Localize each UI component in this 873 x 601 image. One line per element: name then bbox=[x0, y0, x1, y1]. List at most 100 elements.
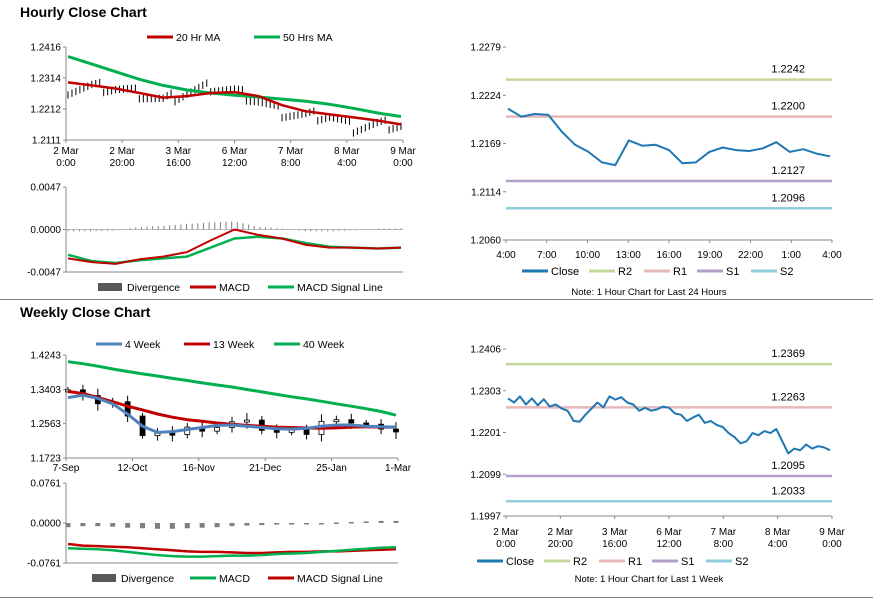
hourly-levels-ytick-label: 1.2060 bbox=[470, 236, 501, 247]
weekly-levels-ytick-label: 1.2099 bbox=[470, 470, 501, 481]
hourly-price-50hr-legend-label: 50 Hrs MA bbox=[283, 32, 333, 44]
weekly-price-candle-body bbox=[244, 419, 250, 423]
weekly-price-4wk-legend-label: 4 Week bbox=[125, 339, 161, 351]
weekly-levels-r1-level-label: 1.2263 bbox=[771, 391, 805, 403]
hourly-levels-xtick-label: 7:00 bbox=[537, 250, 557, 261]
weekly-price-candle-body bbox=[124, 401, 131, 417]
hourly-price-xtick-label: 6 Mar bbox=[222, 146, 248, 157]
weekly-macd-signal-legend-label: MACD Signal Line bbox=[297, 573, 383, 585]
weekly-macd-divergence-bar bbox=[214, 523, 220, 528]
weekly-price-40wk-legend-label: 40 Week bbox=[303, 339, 345, 351]
weekly-price-13wk-line bbox=[67, 390, 396, 430]
hourly-section-title: Hourly Close Chart bbox=[20, 4, 147, 20]
hourly-price-ytick-label: 1.2314 bbox=[30, 74, 61, 85]
weekly-levels-close-line bbox=[507, 395, 831, 455]
hourly-price-xtick-label: 3 Mar bbox=[166, 146, 192, 157]
hourly-price-xtick-label: 12:00 bbox=[222, 158, 247, 169]
hourly-price-xtick-label: 2 Mar bbox=[53, 146, 79, 157]
weekly-macd-divergence-bar bbox=[244, 523, 250, 526]
weekly-macd-divergence-bar bbox=[95, 523, 101, 527]
weekly-macd-divergence-bar bbox=[304, 523, 310, 525]
weekly-levels-legend-label: S2 bbox=[735, 556, 748, 568]
weekly-levels-ytick-label: 1.2201 bbox=[470, 428, 501, 439]
weekly-levels-ytick-label: 1.2406 bbox=[470, 345, 501, 356]
hourly-price-xtick-label: 2 Mar bbox=[109, 146, 135, 157]
weekly-macd-divergence-bar bbox=[65, 523, 71, 528]
hourly-levels-legend-label: R1 bbox=[673, 266, 687, 278]
weekly-levels-legend-label: R2 bbox=[573, 556, 587, 568]
hourly-levels-s2-level-label: 1.2096 bbox=[771, 192, 805, 204]
hourly-price-50hr-ma-line bbox=[67, 55, 402, 118]
weekly-macd-divergence-bar bbox=[259, 523, 265, 526]
weekly-price-xtick-label: 21-Dec bbox=[249, 463, 281, 474]
section-divider bbox=[0, 299, 873, 300]
weekly-price-ytick-label: 1.3403 bbox=[30, 385, 61, 396]
weekly-levels-xtick-label: 8 Mar bbox=[765, 527, 791, 538]
weekly-macd-divergence-bar bbox=[184, 523, 190, 529]
weekly-price-xtick-label: 25-Jan bbox=[316, 463, 347, 474]
weekly-macd-divergence-bar bbox=[110, 523, 116, 527]
hourly-macd-signal-legend-label: MACD Signal Line bbox=[297, 282, 383, 294]
weekly-price-ytick-label: 1.2563 bbox=[30, 419, 61, 430]
weekly-macd-ytick-label: 0.0761 bbox=[30, 479, 61, 490]
weekly-macd-divergence-bar bbox=[348, 521, 354, 524]
hourly-macd-divergence-legend-label: Divergence bbox=[127, 282, 180, 294]
hourly-macd-ytick-label: 0.0000 bbox=[30, 225, 61, 236]
hourly-macd-ytick-label: -0.0047 bbox=[27, 268, 61, 279]
weekly-macd-line bbox=[67, 545, 397, 558]
hourly-levels-xtick-label: 1:00 bbox=[782, 250, 802, 261]
weekly-macd-ytick-label: -0.0761 bbox=[27, 559, 61, 570]
weekly-macd-divergence-legend-key bbox=[92, 574, 116, 582]
hourly-price-ytick-label: 1.2416 bbox=[30, 43, 61, 54]
hourly-levels-xtick-label: 4:00 bbox=[822, 250, 842, 261]
weekly-levels-xtick-label: 8:00 bbox=[714, 539, 734, 550]
weekly-macd-divergence-bar bbox=[169, 523, 175, 529]
hourly-levels-legend-label: S1 bbox=[726, 266, 739, 278]
weekly-macd-divergence-bar bbox=[154, 523, 160, 529]
weekly-levels-note: Note: 1 Hour Chart for Last 1 Week bbox=[575, 574, 724, 585]
weekly-macd-divergence-bar bbox=[393, 520, 399, 523]
hourly-price-xtick-label: 20:00 bbox=[110, 158, 135, 169]
weekly-macd-divergence-bar bbox=[125, 523, 131, 528]
hourly-macd-divergence-legend-key bbox=[98, 283, 122, 291]
hourly-price-ytick-label: 1.2111 bbox=[32, 136, 62, 147]
weekly-macd-divergence-bar bbox=[274, 523, 280, 525]
weekly-price-xtick-label: 7-Sep bbox=[53, 463, 80, 474]
weekly-macd-macd-legend-label: MACD bbox=[219, 573, 250, 585]
hourly-levels-xtick-label: 10:00 bbox=[575, 250, 600, 261]
hourly-levels-xtick-label: 4:00 bbox=[496, 250, 516, 261]
weekly-price-candle-body bbox=[333, 419, 340, 423]
weekly-macd-divergence-bar bbox=[80, 523, 86, 527]
hourly-levels-xtick-label: 22:00 bbox=[738, 250, 763, 261]
hourly-price-xtick-label: 8 Mar bbox=[334, 146, 360, 157]
weekly-macd-divergence-bar bbox=[140, 523, 146, 529]
hourly-levels-xtick-label: 16:00 bbox=[656, 250, 681, 261]
weekly-macd-divergence-bar bbox=[333, 522, 339, 524]
weekly-macd-divergence-bar bbox=[378, 520, 384, 523]
weekly-price-candle-body bbox=[214, 427, 220, 432]
weekly-macd-divergence-legend-label: Divergence bbox=[121, 573, 174, 585]
weekly-price-40wk-line bbox=[67, 360, 397, 417]
hourly-levels-r1-level-label: 1.2200 bbox=[771, 101, 805, 113]
hourly-price-ytick-label: 1.2212 bbox=[30, 105, 61, 116]
hourly-levels-ytick-label: 1.2279 bbox=[470, 43, 501, 54]
weekly-levels-xtick-label: 20:00 bbox=[548, 539, 573, 550]
hourly-price-xtick-label: 8:00 bbox=[281, 158, 301, 169]
hourly-macd-signal-line bbox=[67, 235, 402, 265]
weekly-section-title: Weekly Close Chart bbox=[20, 304, 151, 320]
hourly-levels-legend-label: R2 bbox=[618, 266, 632, 278]
weekly-price-candle-body bbox=[169, 432, 176, 436]
weekly-price-ytick-label: 1.4243 bbox=[30, 351, 61, 362]
hourly-levels-r2-level-label: 1.2242 bbox=[771, 64, 805, 76]
weekly-macd-divergence-bar bbox=[199, 523, 205, 528]
weekly-levels-r2-level-label: 1.2369 bbox=[771, 348, 805, 360]
weekly-price-candle-body bbox=[273, 429, 280, 433]
hourly-price-20hr-ma-line bbox=[67, 81, 402, 126]
hourly-macd-macd-legend-label: MACD bbox=[219, 282, 250, 294]
hourly-levels-ytick-label: 1.2114 bbox=[471, 187, 501, 198]
hourly-price-xtick-label: 0:00 bbox=[56, 158, 76, 169]
weekly-levels-xtick-label: 7 Mar bbox=[711, 527, 737, 538]
weekly-macd-divergence-bar bbox=[229, 523, 235, 527]
weekly-levels-xtick-label: 0:00 bbox=[822, 539, 842, 550]
